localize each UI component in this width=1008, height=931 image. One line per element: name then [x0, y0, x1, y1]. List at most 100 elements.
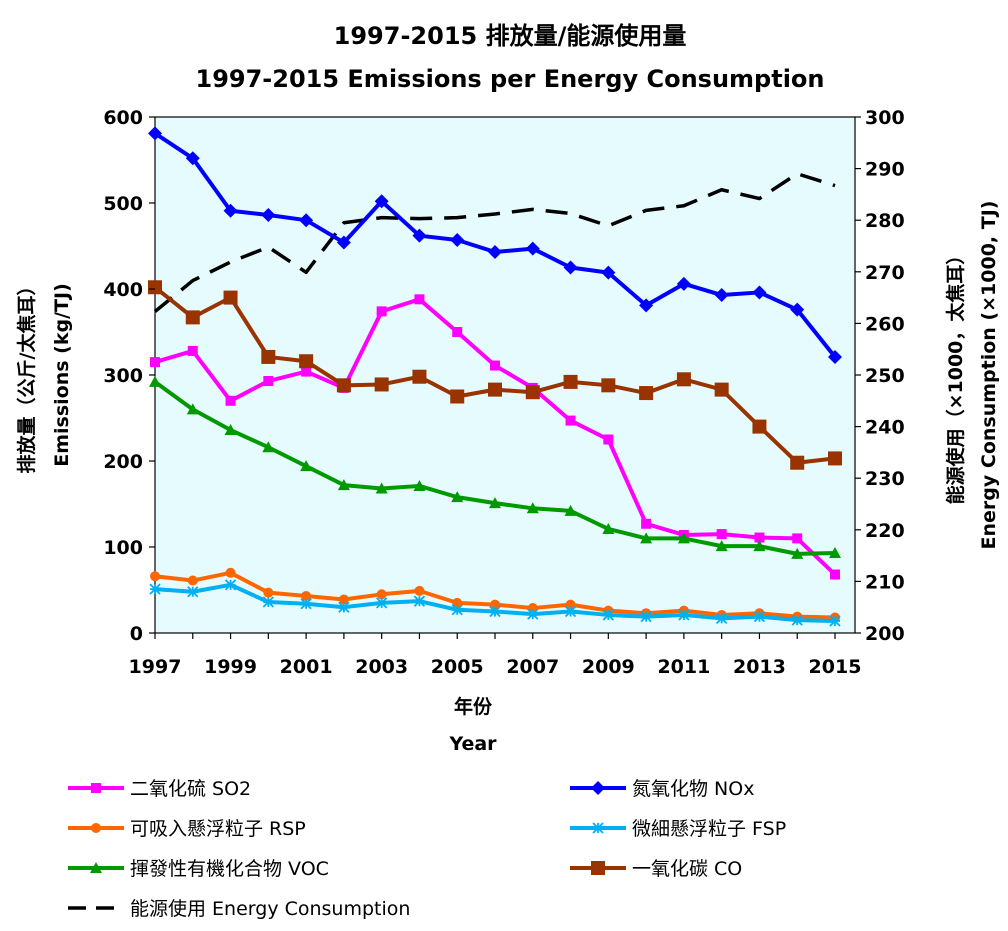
data-point [412, 369, 427, 384]
data-point [565, 415, 576, 426]
data-point [563, 374, 578, 389]
data-point [336, 378, 351, 393]
data-point [489, 497, 501, 509]
data-point [338, 601, 350, 613]
data-point [375, 482, 388, 494]
data-point [263, 587, 274, 598]
data-point [262, 596, 274, 608]
data-point [224, 579, 237, 591]
data-point [828, 451, 842, 466]
chart-title: 1997-2015 排放量/能源使用量 [334, 22, 687, 50]
y-left-tick-label: 0 [130, 623, 143, 645]
data-point [602, 609, 614, 621]
data-point [187, 345, 198, 356]
data-point [414, 294, 425, 305]
y-right-tick-label: 290 [865, 159, 905, 181]
data-point [829, 547, 841, 559]
data-point [412, 228, 427, 243]
y-right-tick-label: 220 [865, 520, 905, 542]
data-point [224, 424, 237, 436]
data-point [488, 245, 502, 260]
data-point [527, 608, 539, 620]
x-tick-label: 2003 [355, 656, 408, 678]
y-right-tick-label: 300 [865, 107, 905, 129]
y-right-tick-label: 270 [865, 262, 905, 284]
data-point [603, 434, 614, 445]
y-right-tick-label: 210 [865, 571, 905, 593]
x-tick-label: 2013 [733, 656, 786, 678]
x-tick-label: 2011 [657, 656, 710, 678]
data-point [525, 241, 540, 256]
data-point [185, 310, 200, 325]
data-point [150, 571, 160, 582]
data-point [714, 288, 729, 303]
y-right-tick-label: 200 [865, 623, 905, 645]
data-point [564, 605, 577, 618]
data-point [489, 605, 501, 618]
data-point [223, 290, 238, 305]
data-point [676, 276, 691, 291]
legend-label: 能源使用 Energy Consumption [130, 898, 410, 920]
data-point [376, 597, 388, 609]
data-point [790, 455, 805, 470]
data-point [148, 280, 162, 295]
data-point [678, 609, 690, 621]
data-point [452, 327, 463, 337]
data-point [640, 611, 652, 623]
legend-item: 一氧化碳 CO [570, 858, 742, 880]
series-line [153, 172, 836, 313]
data-point [565, 599, 576, 610]
data-point [591, 861, 605, 875]
data-point [450, 389, 465, 404]
y-left-tick-label: 500 [103, 193, 143, 215]
y-right-tick-label: 260 [865, 313, 905, 335]
data-point [640, 532, 653, 544]
data-point [223, 203, 238, 218]
data-point [753, 540, 766, 552]
data-point [564, 504, 577, 516]
data-point [450, 232, 465, 247]
x-tick-label: 2001 [280, 656, 333, 678]
y-right-tick-label: 250 [865, 365, 905, 387]
data-point [752, 419, 767, 434]
data-point [714, 382, 729, 397]
series-4 [149, 375, 841, 559]
legend-label: 揮發性有機化合物 VOC [130, 858, 329, 880]
data-point [753, 611, 766, 623]
data-point [261, 349, 276, 364]
legend-item: 可吸入懸浮粒子 RSP [68, 818, 306, 840]
legend-label: 微細懸浮粒子 FSP [632, 818, 786, 840]
data-point [790, 302, 805, 317]
data-point [591, 781, 605, 795]
data-point [374, 194, 389, 209]
data-point [452, 597, 463, 608]
data-point [715, 540, 728, 552]
data-point [676, 372, 691, 387]
data-point [374, 377, 389, 392]
legend-item: 二氧化硫 SO2 [68, 778, 251, 800]
series-5 [148, 280, 842, 470]
data-point [716, 529, 727, 540]
data-point [225, 567, 236, 578]
data-point [601, 378, 616, 393]
y-axis-right-label-en: Energy Consumption (×1000, TJ) [978, 201, 1000, 550]
data-point [301, 366, 312, 377]
legend-label: 氮氧化物 NOx [632, 778, 754, 800]
data-point [263, 376, 274, 387]
data-point [91, 823, 101, 833]
x-tick-label: 2007 [506, 656, 559, 678]
data-point [300, 460, 313, 472]
y-left-tick-label: 200 [103, 451, 143, 473]
y-right-tick-label: 230 [865, 468, 905, 490]
y-left-tick-label: 100 [103, 537, 143, 559]
data-point [413, 595, 426, 607]
x-tick-label: 2005 [431, 656, 484, 678]
y-right-tick-label: 280 [865, 210, 905, 232]
y-right-tick-label: 240 [865, 417, 905, 439]
data-point [186, 403, 199, 415]
data-point [601, 265, 616, 280]
data-point [592, 822, 604, 834]
data-point [299, 213, 314, 228]
data-point [829, 615, 841, 627]
data-point [451, 491, 464, 503]
